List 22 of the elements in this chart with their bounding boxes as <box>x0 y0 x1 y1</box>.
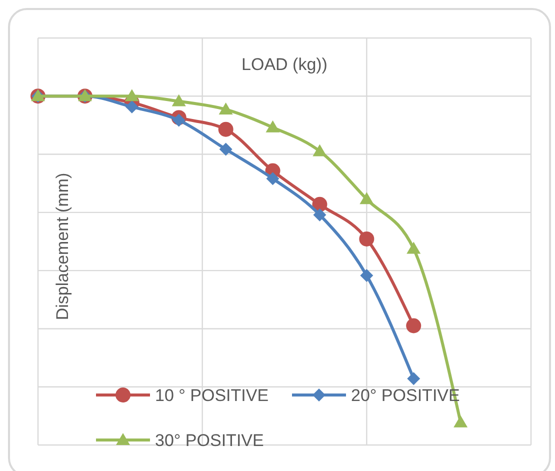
point <box>360 269 374 282</box>
point <box>219 142 232 156</box>
point <box>124 89 139 102</box>
point <box>406 242 421 254</box>
point <box>172 114 186 127</box>
point <box>125 100 138 114</box>
point <box>172 94 186 106</box>
point <box>454 415 468 428</box>
y-axis-title: Displacement (mm) <box>53 172 72 320</box>
point <box>218 102 233 114</box>
point <box>312 144 327 156</box>
point <box>360 192 374 204</box>
point <box>218 122 234 137</box>
point <box>313 208 326 222</box>
legend-label: 30° POSITIVE <box>155 431 264 450</box>
point <box>406 318 422 334</box>
point <box>359 231 374 246</box>
point <box>407 372 420 386</box>
chart-title: LOAD (kg)) <box>242 55 328 74</box>
point <box>266 172 280 186</box>
legend-label: 10 ° POSITIVE <box>155 386 269 405</box>
point <box>266 120 280 132</box>
